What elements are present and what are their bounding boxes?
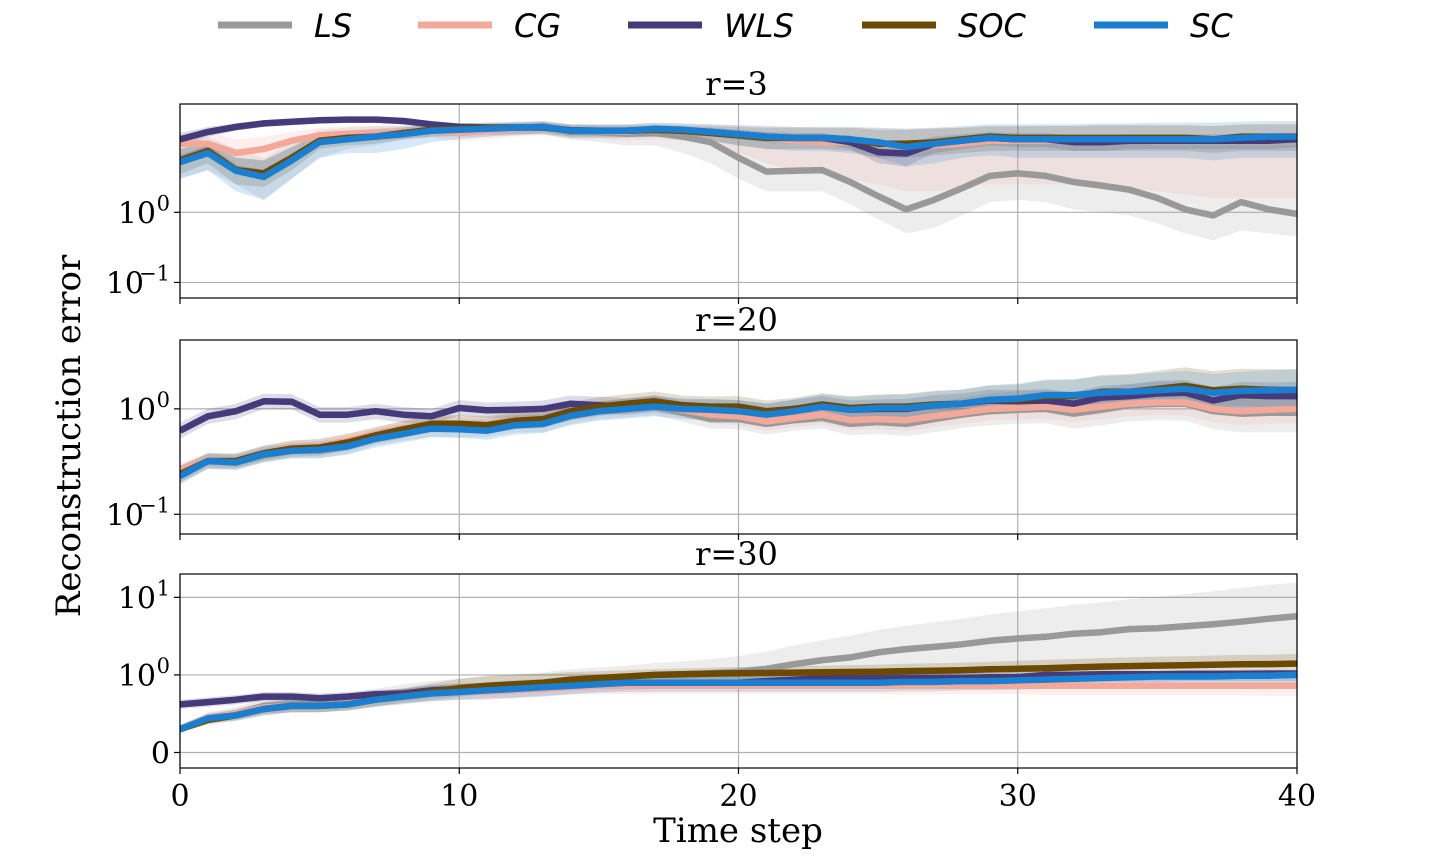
legend-label: LS xyxy=(314,7,352,45)
legend-item-cg: CG xyxy=(418,7,561,45)
y-tick-label: 010 xyxy=(118,388,170,428)
x-axis-label: Time step xyxy=(653,811,823,851)
band-soc xyxy=(180,654,1297,733)
legend-label: CG xyxy=(514,7,561,45)
tick-exponent: −1 xyxy=(139,261,170,285)
legend: LS CG WLS SOC SC xyxy=(218,7,1233,45)
tick-base: 0 xyxy=(151,736,170,771)
plot-area xyxy=(180,116,1297,241)
tick-exponent: 0 xyxy=(157,388,170,412)
x-tick-label: 0 xyxy=(170,779,189,814)
x-tick-label: 20 xyxy=(719,779,757,814)
tick-base: 10 xyxy=(118,393,156,428)
legend-label: SOC xyxy=(958,7,1027,45)
tick-exponent: 0 xyxy=(157,191,170,215)
legend-item-ls: LS xyxy=(218,7,352,45)
plot-area xyxy=(180,582,1297,734)
x-tick-label: 30 xyxy=(999,779,1037,814)
legend-item-wls: WLS xyxy=(628,7,794,45)
series-line-sc xyxy=(180,123,1297,181)
y-tick-label: −110 xyxy=(106,261,170,301)
y-tick-label: 010 xyxy=(118,654,170,694)
series-line-sc xyxy=(180,385,1297,479)
band-ls xyxy=(180,122,1297,241)
panel-title: r=3 xyxy=(705,65,767,103)
x-tick-label: 10 xyxy=(440,779,478,814)
plot-area xyxy=(180,367,1297,485)
band-ls xyxy=(180,582,1297,734)
y-tick-label: 010 xyxy=(118,191,170,231)
legend-label: WLS xyxy=(724,7,794,45)
y-tick-label: 0 xyxy=(151,736,170,771)
y-tick-label: −110 xyxy=(106,493,170,533)
tick-exponent: 1 xyxy=(157,576,170,600)
tick-base: 10 xyxy=(106,498,144,533)
tick-base: 10 xyxy=(118,581,156,616)
tick-base: 10 xyxy=(118,659,156,694)
y-axis-label: Reconstruction error xyxy=(49,254,89,617)
tick-exponent: −1 xyxy=(139,493,170,517)
tick-exponent: 0 xyxy=(157,654,170,678)
legend-item-sc: SC xyxy=(1094,7,1233,45)
x-tick-label: 40 xyxy=(1278,779,1316,814)
panel-title: r=20 xyxy=(695,301,778,339)
y-tick-label: 110 xyxy=(118,576,170,616)
legend-label: SC xyxy=(1190,7,1233,45)
tick-base: 10 xyxy=(118,196,156,231)
panel-title: r=30 xyxy=(695,535,778,573)
legend-item-soc: SOC xyxy=(862,7,1027,45)
tick-base: 10 xyxy=(106,266,144,301)
series-line-sc xyxy=(180,671,1297,733)
